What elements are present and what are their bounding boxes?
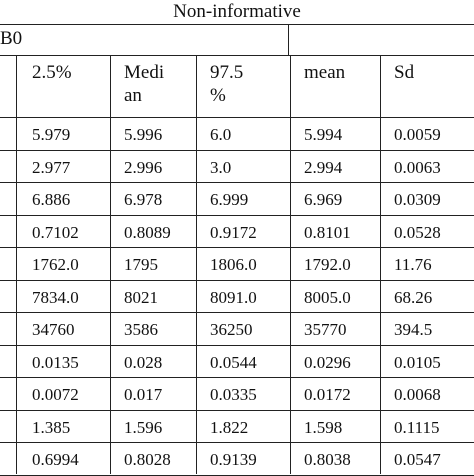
table-cell: 0.0309 bbox=[394, 190, 441, 209]
table-cell: 11.76 bbox=[394, 255, 432, 274]
table-cell: 6.969 bbox=[304, 190, 343, 209]
rule-row bbox=[0, 442, 474, 443]
rule-header-bottom bbox=[0, 117, 474, 118]
rule-row bbox=[0, 280, 474, 281]
column-header: mean bbox=[304, 62, 346, 83]
table-cell: 0.017 bbox=[124, 385, 163, 404]
rule-column bbox=[380, 55, 381, 474]
table-cell: 3586 bbox=[124, 320, 158, 339]
group-header: Non-informative bbox=[173, 1, 301, 22]
table-cell: 1792.0 bbox=[304, 255, 351, 274]
rule-column bbox=[110, 55, 111, 474]
rule-row bbox=[0, 410, 474, 411]
table-cell: 0.1115 bbox=[394, 418, 440, 437]
table-cell: 6.999 bbox=[210, 190, 249, 209]
table-cell: 68.26 bbox=[394, 288, 433, 307]
table-cell: 0.8089 bbox=[124, 223, 171, 242]
table-cell: 1.822 bbox=[210, 418, 249, 437]
table-cell: 1.598 bbox=[304, 418, 343, 437]
table-cell: 6.0 bbox=[210, 125, 232, 144]
table-cell: 0.0296 bbox=[304, 353, 351, 372]
table-cell: 1806.0 bbox=[210, 255, 257, 274]
table-cell: 8005.0 bbox=[304, 288, 351, 307]
rule-sub-divider bbox=[288, 24, 289, 55]
table-cell: 8091.0 bbox=[210, 288, 257, 307]
column-header: Sd bbox=[394, 62, 415, 83]
rule-header-top bbox=[0, 55, 474, 56]
rule-column bbox=[196, 55, 197, 474]
rule-row bbox=[0, 312, 474, 313]
rule-top bbox=[0, 24, 474, 25]
rule-row bbox=[0, 345, 474, 346]
rule-row bbox=[0, 247, 474, 248]
table-cell: 0.8028 bbox=[124, 450, 171, 469]
rule-row bbox=[0, 377, 474, 378]
table-cell: 5.996 bbox=[124, 125, 163, 144]
sub-header: B0 bbox=[0, 28, 23, 49]
table-cell: 2.996 bbox=[124, 158, 163, 177]
table-cell: 0.0105 bbox=[394, 353, 441, 372]
column-header: 2.5% bbox=[32, 62, 72, 83]
table-cell: 0.0072 bbox=[32, 385, 79, 404]
table-cell: 0.0528 bbox=[394, 223, 441, 242]
table-cell: 0.0172 bbox=[304, 385, 351, 404]
rule-column bbox=[290, 55, 291, 474]
table-cell: 0.7102 bbox=[32, 223, 79, 242]
table-cell: 0.8038 bbox=[304, 450, 351, 469]
rule-column bbox=[16, 55, 17, 474]
table-cell: 6.886 bbox=[32, 190, 71, 209]
column-header: Medi an bbox=[124, 62, 165, 106]
table-cell: 34760 bbox=[32, 320, 75, 339]
table-cell: 2.977 bbox=[32, 158, 71, 177]
table-cell: 0.9172 bbox=[210, 223, 257, 242]
table-cell: 5.994 bbox=[304, 125, 343, 144]
rule-row bbox=[0, 150, 474, 151]
table-cell: 0.0544 bbox=[210, 353, 257, 372]
table-cell: 1.596 bbox=[124, 418, 163, 437]
table-cell: 1.385 bbox=[32, 418, 71, 437]
table-cell: 0.0063 bbox=[394, 158, 441, 177]
table-cell: 0.0059 bbox=[394, 125, 441, 144]
column-header: 97.5 % bbox=[210, 62, 244, 106]
rule-row bbox=[0, 215, 474, 216]
rule-row bbox=[0, 182, 474, 183]
table-cell: 0.0547 bbox=[394, 450, 441, 469]
table-cell: 0.9139 bbox=[210, 450, 257, 469]
table-cell: 0.0135 bbox=[32, 353, 79, 372]
table-cell: 35770 bbox=[304, 320, 347, 339]
table-cell: 1795 bbox=[124, 255, 158, 274]
table-cell: 8021 bbox=[124, 288, 158, 307]
table-cell: 394.5 bbox=[394, 320, 433, 339]
table-cell: 0.8101 bbox=[304, 223, 351, 242]
table-cell: 0.028 bbox=[124, 353, 163, 372]
table-cell: 1762.0 bbox=[32, 255, 79, 274]
table-cell: 5.979 bbox=[32, 125, 71, 144]
table-cell: 0.0068 bbox=[394, 385, 441, 404]
table-cell: 7834.0 bbox=[32, 288, 79, 307]
table-cell: 3.0 bbox=[210, 158, 232, 177]
table-cell: 6.978 bbox=[124, 190, 163, 209]
table-cell: 36250 bbox=[210, 320, 253, 339]
table-cell: 0.0335 bbox=[210, 385, 257, 404]
table-cell: 0.6994 bbox=[32, 450, 79, 469]
table-cell: 2.994 bbox=[304, 158, 343, 177]
